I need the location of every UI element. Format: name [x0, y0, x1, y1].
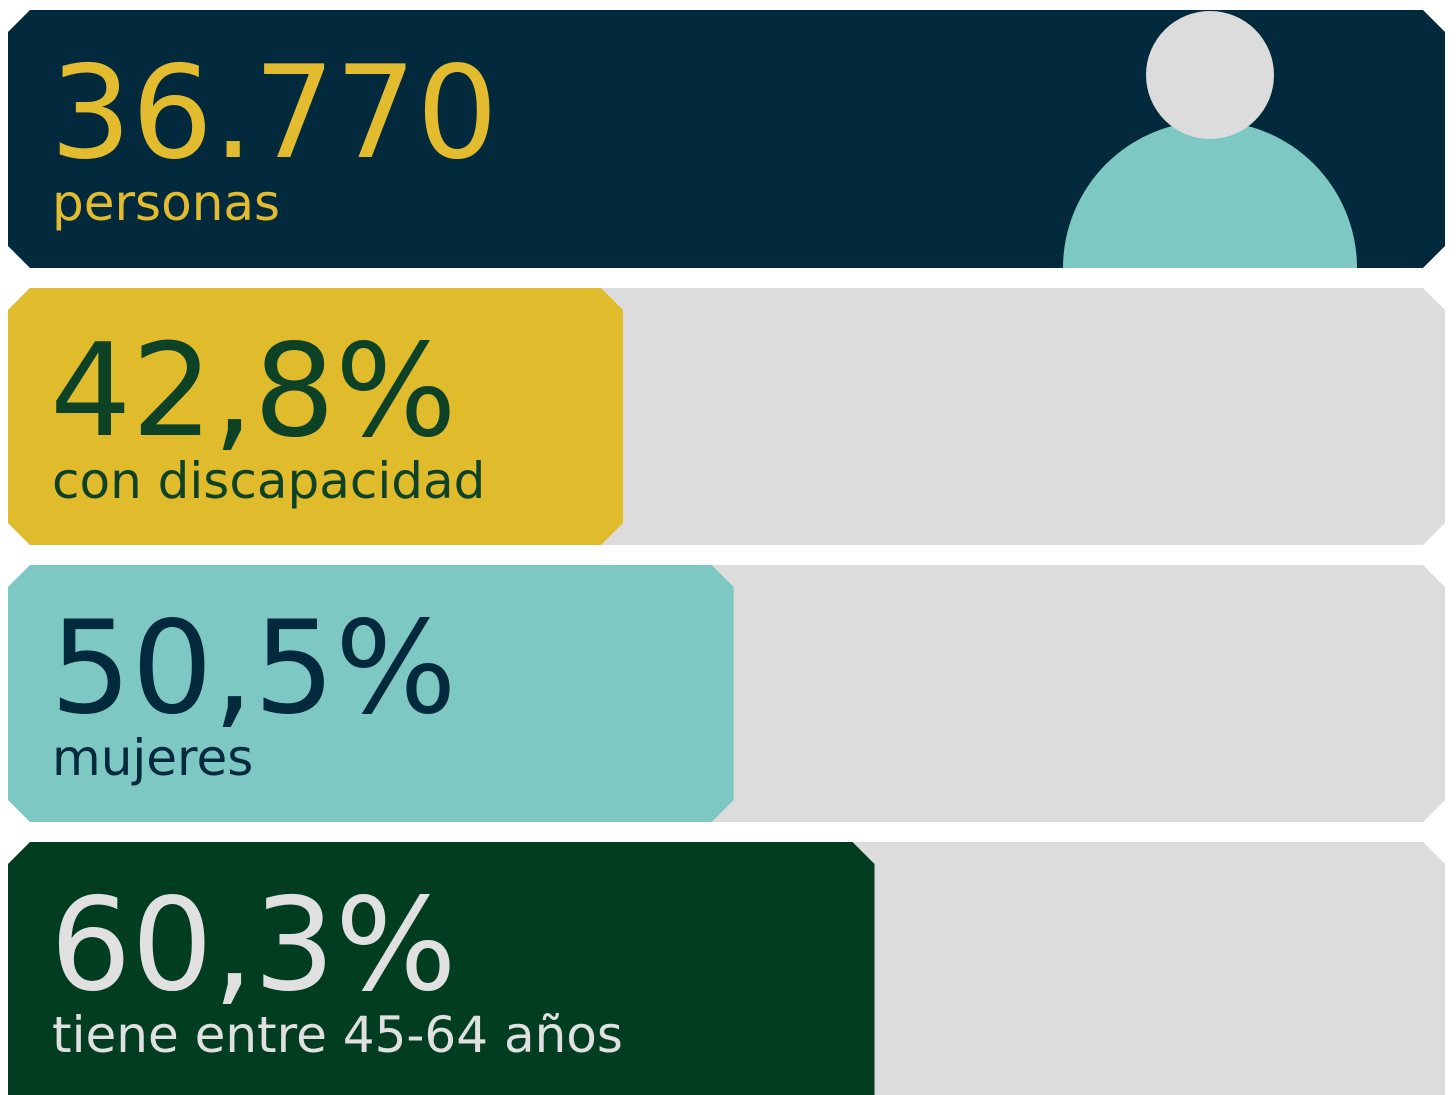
person-body — [1063, 121, 1357, 268]
bar — [8, 842, 875, 1095]
headline-text: personas — [52, 174, 280, 232]
value-label: 50,5% — [50, 594, 457, 743]
category-label: con discapacidad — [52, 452, 485, 510]
bar — [8, 288, 624, 545]
headline-number: 36.770 — [50, 39, 498, 188]
value-label: 60,3% — [50, 871, 457, 1020]
category-label: tiene entre 45-64 años — [52, 1006, 623, 1064]
value-label: 42,8% — [50, 317, 457, 466]
person-head — [1146, 11, 1274, 139]
bar — [8, 565, 734, 822]
category-label: mujeres — [52, 729, 253, 787]
